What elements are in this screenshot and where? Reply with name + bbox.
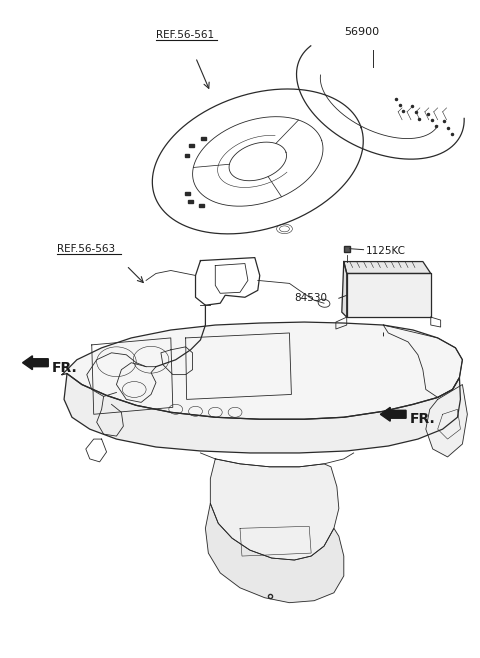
Polygon shape <box>344 262 431 274</box>
Text: REF.56-561: REF.56-561 <box>156 30 214 40</box>
Polygon shape <box>347 274 431 317</box>
Text: 56900: 56900 <box>344 28 379 38</box>
Text: 1125KC: 1125KC <box>366 245 406 256</box>
Text: FR.: FR. <box>52 361 78 374</box>
Polygon shape <box>62 322 462 419</box>
Polygon shape <box>426 384 468 457</box>
Bar <box>188 201 192 203</box>
Bar <box>184 154 190 157</box>
Bar <box>185 192 190 195</box>
Polygon shape <box>205 503 344 603</box>
Text: REF.56-563: REF.56-563 <box>57 243 115 253</box>
Polygon shape <box>342 262 347 317</box>
Bar <box>199 204 204 207</box>
FancyArrow shape <box>23 356 48 370</box>
Polygon shape <box>64 374 460 453</box>
Bar <box>201 137 205 139</box>
Bar <box>189 144 194 147</box>
FancyArrow shape <box>380 407 406 421</box>
Polygon shape <box>210 459 339 560</box>
Text: FR.: FR. <box>410 412 436 426</box>
Text: 84530: 84530 <box>294 293 327 303</box>
